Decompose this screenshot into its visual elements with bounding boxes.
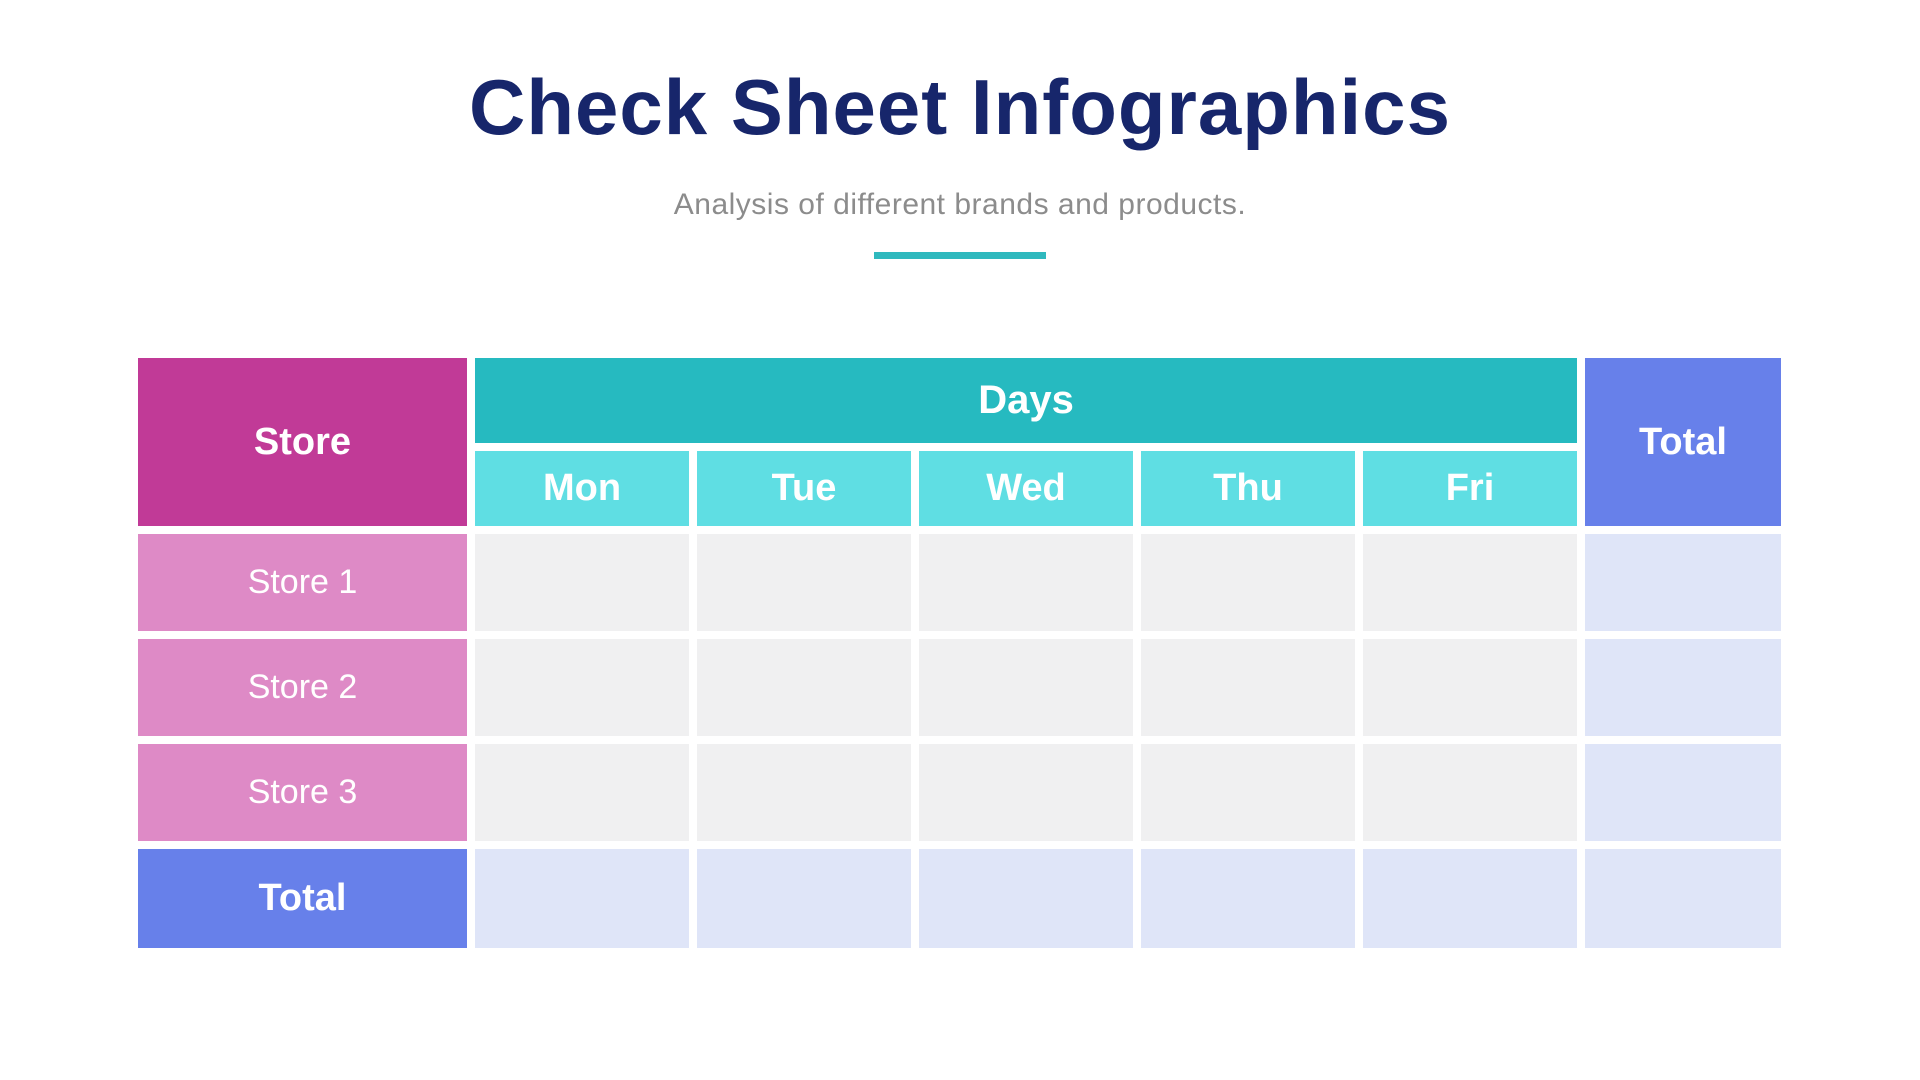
cell-store-2-mon (475, 639, 689, 736)
cell-store-1-thu (1141, 534, 1355, 631)
day-header-fri: Fri (1363, 451, 1577, 526)
cell-store-1-mon (475, 534, 689, 631)
cell-store-3-thu (1141, 744, 1355, 841)
day-header-wed: Wed (919, 451, 1133, 526)
cell-store-2-total (1585, 639, 1781, 736)
cell-total-thu (1141, 849, 1355, 948)
cell-store-1-fri (1363, 534, 1577, 631)
day-header-thu: Thu (1141, 451, 1355, 526)
cell-store-2-tue (697, 639, 911, 736)
row-label-total: Total (138, 849, 467, 948)
cell-store-2-wed (919, 639, 1133, 736)
cell-store-3-wed (919, 744, 1133, 841)
day-header-tue: Tue (697, 451, 911, 526)
cell-total-grand (1585, 849, 1781, 948)
cell-store-2-fri (1363, 639, 1577, 736)
cell-store-1-wed (919, 534, 1133, 631)
cell-total-mon (475, 849, 689, 948)
check-sheet-table: Store Days Total Mon Tue Wed Thu Fri Sto… (138, 358, 1781, 948)
days-group-header: Days (475, 358, 1577, 443)
total-column-header: Total (1585, 358, 1781, 526)
day-header-mon: Mon (475, 451, 689, 526)
page-title: Check Sheet Infographics (469, 63, 1451, 151)
cell-total-wed (919, 849, 1133, 948)
row-label-store-2: Store 2 (138, 639, 467, 736)
store-column-header: Store (138, 358, 467, 526)
page-subtitle: Analysis of different brands and product… (673, 188, 1247, 221)
cell-total-tue (697, 849, 911, 948)
row-label-store-3: Store 3 (138, 744, 467, 841)
cell-store-3-mon (475, 744, 689, 841)
cell-total-fri (1363, 849, 1577, 948)
cell-store-2-thu (1141, 639, 1355, 736)
cell-store-1-tue (697, 534, 911, 631)
cell-store-3-tue (697, 744, 911, 841)
cell-store-1-total (1585, 534, 1781, 631)
cell-store-3-fri (1363, 744, 1577, 841)
row-label-store-1: Store 1 (138, 534, 467, 631)
cell-store-3-total (1585, 744, 1781, 841)
accent-underline (874, 252, 1046, 259)
